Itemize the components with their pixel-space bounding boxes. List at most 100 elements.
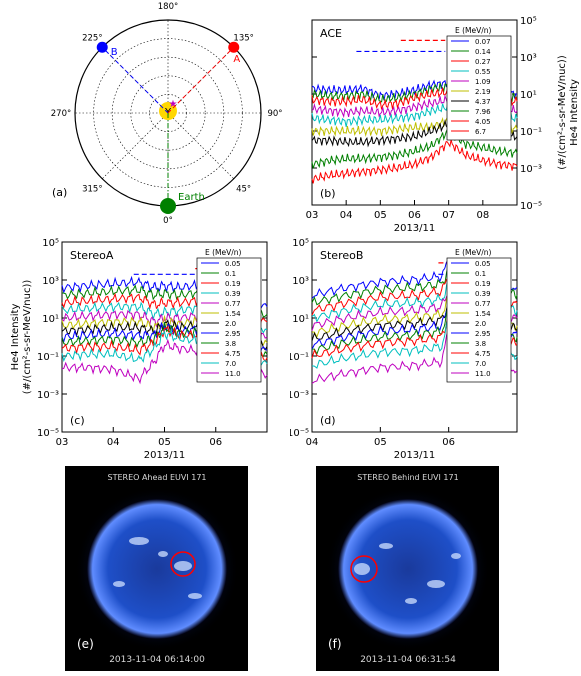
y-tick-label: 10⁵ — [42, 238, 59, 249]
panel-label: (d) — [320, 414, 336, 427]
chart-title: ACE — [320, 27, 342, 40]
legend-label: 11.0 — [475, 370, 491, 378]
spacecraft-line — [101, 46, 169, 114]
legend-title: E (MeV/n) — [455, 248, 492, 257]
x-tick-label: 03 — [306, 210, 319, 221]
polar-grid-spoke — [102, 112, 169, 179]
legend-label: 4.37 — [475, 98, 491, 106]
legend-label: 0.39 — [475, 290, 491, 298]
legend-label: 0.27 — [475, 58, 491, 66]
legend-label: 0.1 — [475, 270, 486, 278]
legend-box — [196, 257, 262, 383]
legend-label: 2.0 — [475, 320, 486, 328]
y-tick-label: 10¹ — [42, 314, 59, 325]
y-tick-label: 10¹ — [520, 90, 537, 101]
y-tick-label: 10³ — [520, 53, 537, 64]
x-axis-label: 2013/11 — [144, 450, 186, 461]
x-tick-label: 05 — [374, 437, 387, 448]
x-tick-label: 04 — [107, 437, 120, 448]
legend-label: 2.95 — [225, 330, 241, 338]
polar-angle-label: 45° — [236, 185, 251, 195]
legend-label: 3.8 — [225, 340, 236, 348]
chart-title: StereoA — [70, 249, 114, 262]
panel-label: (c) — [70, 414, 85, 427]
sun-marker — [159, 102, 177, 120]
polar-grid-spoke — [167, 112, 234, 179]
x-tick-label: 05 — [158, 437, 171, 448]
legend-label: 0.07 — [475, 38, 491, 46]
y-tick-label: 10¹ — [292, 314, 309, 325]
y-tick-label: 10⁻⁵ — [520, 201, 542, 212]
stereoB-chart: 10⁻⁵ 10⁻³ 10⁻¹ 10¹ 10³ 10⁵ 04 05 06 2013/11 Stereo… — [290, 238, 518, 461]
y-axis-label: (#/(cm²-s-sr-MeV/nuc)) — [557, 55, 568, 170]
legend-label: 7.0 — [475, 360, 486, 368]
legend-label: 1.54 — [225, 310, 241, 318]
legend-label: 3.8 — [475, 340, 486, 348]
legend-label: 0.39 — [225, 290, 241, 298]
legend-box — [446, 35, 512, 141]
legend-label: 7.0 — [225, 360, 236, 368]
legend-box — [446, 257, 512, 383]
series-line — [311, 128, 518, 169]
euvi-behind-image: STEREO Behind EUVI 171 2013-11-04 06:31:… — [316, 466, 499, 671]
panel-label-a: (a) — [52, 186, 67, 199]
euvi-behind-title: STEREO Behind EUVI 171 — [357, 473, 458, 482]
y-axis-label: He4 Intensity — [569, 79, 580, 146]
spacecraft-marker — [96, 41, 108, 53]
legend-label: 0.1 — [225, 270, 236, 278]
y-tick-label: 10⁻¹ — [520, 127, 542, 138]
x-axis-label: 2013/11 — [394, 450, 436, 461]
chart-title: StereoB — [320, 249, 363, 262]
y-tick-label: 10⁻¹ — [290, 352, 309, 363]
legend-label: 0.05 — [475, 260, 491, 268]
y-tick-label: 10⁵ — [520, 16, 537, 27]
legend-title: E (MeV/n) — [455, 26, 492, 35]
polar-grid-ring — [111, 56, 225, 170]
y-tick-label: 10³ — [292, 276, 309, 287]
polar-grid-ring — [130, 75, 206, 151]
euvi-ahead-title: STEREO Ahead EUVI 171 — [107, 473, 206, 482]
legend-label: 2.19 — [475, 88, 491, 96]
y-tick-label: 10⁻³ — [37, 390, 59, 401]
polar-angle-label: 315° — [82, 185, 102, 195]
polar-angle-label: 90° — [267, 109, 282, 119]
x-tick-label: 06 — [442, 437, 455, 448]
legend-label: 0.77 — [475, 300, 491, 308]
spacecraft-marker — [228, 41, 240, 53]
x-tick-label: 07 — [442, 210, 455, 221]
y-tick-label: 10⁻³ — [520, 164, 542, 175]
spacecraft-label: Earth — [178, 192, 205, 203]
legend-label: 1.09 — [475, 78, 491, 86]
legend-label: 0.14 — [475, 48, 491, 56]
polar-angle-label: 0° — [163, 216, 173, 225]
panel-label: (b) — [320, 187, 336, 200]
legend-label: 6.7 — [475, 128, 486, 136]
legend-label: 1.54 — [475, 310, 491, 318]
y-tick-label: 10⁵ — [292, 238, 309, 249]
euvi-ahead-image: STEREO Ahead EUVI 171 2013-11-04 06:14:0… — [65, 466, 248, 671]
x-axis-label: 2013/11 — [394, 223, 436, 232]
x-tick-label: 06 — [408, 210, 421, 221]
legend-label: 0.77 — [225, 300, 241, 308]
legend-label: 4.75 — [225, 350, 241, 358]
legend-label: 4.75 — [475, 350, 491, 358]
legend-label: 2.95 — [475, 330, 491, 338]
euvi-ahead-timestamp: 2013-11-04 06:14:00 — [109, 655, 205, 665]
legend-label: 0.55 — [475, 68, 491, 76]
polar-angle-label: 135° — [233, 33, 253, 43]
panel-label-e: (e) — [77, 637, 94, 651]
legend-label: 7.96 — [475, 108, 491, 116]
y-tick-label: 10³ — [42, 276, 59, 287]
euvi-behind-timestamp: 2013-11-04 06:31:54 — [360, 655, 456, 665]
active-region-marker — [170, 551, 196, 577]
y-tick-label: 10⁻⁵ — [37, 428, 59, 439]
spacecraft-line — [167, 46, 235, 114]
polar-angle-label: 180° — [158, 2, 178, 12]
y-tick-label: 10⁻³ — [290, 390, 309, 401]
x-tick-label: 06 — [209, 437, 222, 448]
spacecraft-marker — [160, 198, 176, 214]
legend-label: 0.05 — [225, 260, 241, 268]
star-marker: ★ — [169, 99, 178, 110]
